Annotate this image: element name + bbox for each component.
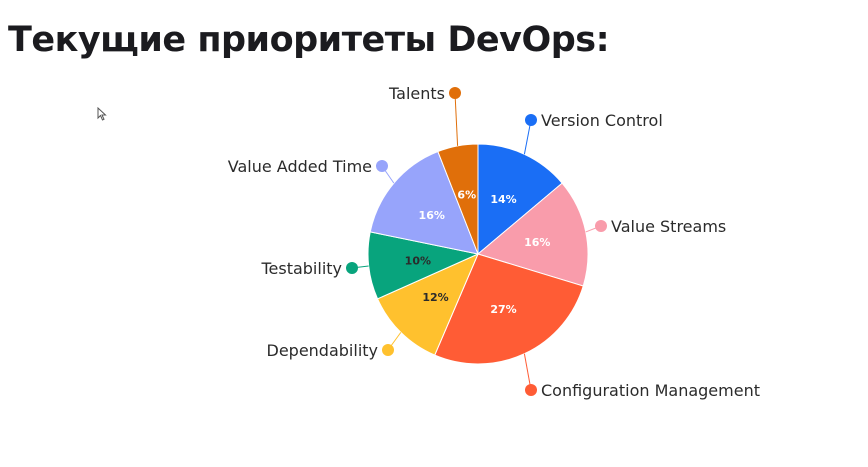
pie-slices (367, 143, 589, 365)
slice-percent-value-added-time: 16% (419, 209, 445, 222)
pie-slice-value-added-time (369, 150, 479, 255)
legend-callouts: Version Control Value Streams Configuratio… (228, 84, 760, 400)
leader-line-talents (454, 92, 459, 146)
slice-percent-testability: 10% (405, 255, 431, 268)
legend-label-testability: Testability (260, 259, 342, 278)
slide-title: Текущие приоритеты DevOps: (8, 20, 610, 60)
slice-percent-value-streams: 16% (524, 236, 550, 249)
slice-percent-talents: 6% (457, 189, 476, 202)
pie-slice-version-control (477, 143, 563, 256)
legend-label-dependability: Dependability (267, 341, 379, 360)
legend-label-talents: Talents (388, 84, 445, 103)
slice-percent-labels: 14% 16% 27% 12% 10% 16% 6% (405, 189, 551, 316)
pie-slice-talents (437, 143, 479, 255)
mouse-pointer-icon (97, 107, 107, 121)
legend-dot-dependability (382, 344, 394, 356)
slice-percent-dependability: 12% (422, 291, 448, 304)
slice-percent-version-control: 14% (490, 193, 516, 206)
legend-label-configuration-management: Configuration Management (541, 381, 760, 400)
legend-dot-talents (449, 87, 461, 99)
legend-label-value-added-time: Value Added Time (228, 157, 372, 176)
legend-dot-configuration-management (525, 384, 537, 396)
leader-line-configuration-management (523, 353, 532, 391)
legend-dot-value-added-time (376, 160, 388, 172)
legend-dot-value-streams (595, 220, 607, 232)
pie-slice-value-streams (476, 182, 589, 287)
slice-percent-configuration-management: 27% (490, 303, 516, 316)
legend-label-value-streams: Value Streams (611, 217, 726, 236)
legend-dot-testability (346, 262, 358, 274)
legend-dot-version-control (525, 114, 537, 126)
legend-label-version-control: Version Control (541, 111, 663, 130)
